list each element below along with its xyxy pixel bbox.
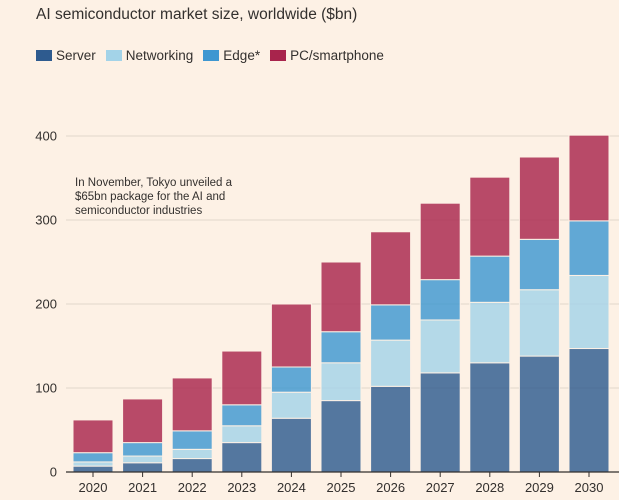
bar-pc-smartphone-2022: [171, 377, 213, 432]
bar-edge-2023: [221, 404, 263, 427]
bar-networking-2028: [469, 301, 511, 364]
bar-networking-2030: [568, 274, 610, 350]
x-tick-label-2022: 2022: [178, 480, 207, 495]
x-tick-label-2021: 2021: [128, 480, 157, 495]
bar-networking-2026: [370, 339, 412, 387]
x-tick-label-2024: 2024: [277, 480, 306, 495]
bar-server-2026: [370, 385, 412, 473]
bar-server-2027: [419, 372, 461, 473]
legend-swatch-server: [36, 50, 52, 61]
y-axis-ticks: 0 100 200 300 400: [35, 129, 57, 480]
x-axis-ticks: 2020 2021 2022 2023 2024 2025 2026 2027 2028 2029…: [79, 472, 604, 495]
bar-pc-smartphone-2020: [72, 419, 114, 454]
bar-networking-2025: [320, 362, 362, 402]
bar-pc-smartphone-2024: [270, 303, 312, 368]
legend-label-edge: Edge*: [223, 48, 261, 63]
bar-server-2021: [122, 462, 164, 473]
annotation-line-2: $65bn package for the AI and: [75, 191, 225, 203]
annotation: In November, Tokyo unveiled a $65bn packa…: [75, 177, 233, 217]
bar-pc-smartphone-2026: [370, 231, 412, 306]
bar-edge-2029: [518, 238, 560, 291]
x-tick-label-2028: 2028: [475, 480, 504, 495]
bar-networking-2022: [171, 448, 213, 460]
x-tick-label-2026: 2026: [376, 480, 405, 495]
bar-server-2022: [171, 458, 213, 473]
bar-edge-2026: [370, 304, 412, 341]
legend-item-server: Server: [36, 48, 96, 63]
bar-networking-2021: [122, 455, 164, 464]
bars: [72, 134, 610, 473]
legend-label-server: Server: [56, 48, 96, 63]
x-tick-label-2025: 2025: [327, 480, 356, 495]
legend-swatch-pc-smartphone: [270, 50, 287, 61]
bar-server-2025: [320, 400, 362, 473]
bar-server-2030: [568, 348, 610, 473]
legend-label-pc-smartphone: PC/smartphone: [290, 48, 384, 63]
y-tick-label-300: 300: [35, 213, 57, 228]
x-tick-label-2027: 2027: [426, 480, 455, 495]
y-tick-label-100: 100: [35, 381, 57, 396]
bar-server-2020: [72, 465, 114, 473]
x-tick-label-2029: 2029: [525, 480, 554, 495]
bar-networking-2029: [518, 289, 560, 357]
annotation-line-1: In November, Tokyo unveiled a: [75, 177, 233, 189]
bar-networking-2024: [270, 391, 312, 419]
bar-pc-smartphone-2030: [568, 134, 610, 222]
bar-edge-2024: [270, 366, 312, 393]
legend-item-networking: Networking: [105, 48, 194, 63]
bar-edge-2028: [469, 255, 511, 303]
bar-edge-2027: [419, 279, 461, 321]
legend-item-edge: Edge*: [203, 48, 260, 63]
legend-item-pc-smartphone: PC/smartphone: [270, 48, 384, 63]
bar-pc-smartphone-2028: [469, 176, 511, 257]
bar-edge-2022: [171, 430, 213, 450]
bar-networking-2020: [72, 461, 114, 467]
chart-title: AI semiconductor market size, worldwide …: [36, 6, 358, 23]
bar-pc-smartphone-2027: [419, 202, 461, 281]
bar-pc-smartphone-2029: [518, 156, 560, 240]
bar-networking-2023: [221, 425, 263, 444]
bar-server-2029: [518, 355, 560, 473]
bar-server-2024: [270, 417, 312, 473]
annotation-line-3: semiconductor industries: [75, 205, 202, 217]
x-tick-label-2020: 2020: [79, 480, 108, 495]
bar-server-2028: [469, 362, 511, 473]
y-tick-label-200: 200: [35, 297, 57, 312]
x-tick-label-2030: 2030: [575, 480, 604, 495]
bar-edge-2025: [320, 331, 362, 364]
legend-swatch-edge: [203, 50, 220, 61]
legend-label-networking: Networking: [125, 48, 194, 63]
legend-swatch-networking: [105, 50, 122, 61]
y-tick-label-0: 0: [50, 465, 57, 480]
x-tick-label-2023: 2023: [227, 480, 256, 495]
bar-edge-2021: [122, 442, 164, 457]
bar-networking-2027: [419, 319, 461, 374]
bar-pc-smartphone-2021: [122, 398, 164, 444]
legend: Server Networking Edge* PC/smartphone: [36, 48, 394, 63]
bar-server-2023: [221, 442, 263, 473]
bar-edge-2020: [72, 452, 114, 463]
y-tick-label-400: 400: [35, 129, 57, 144]
bar-edge-2030: [568, 220, 610, 276]
bar-pc-smartphone-2023: [221, 350, 263, 406]
bar-pc-smartphone-2025: [320, 261, 362, 333]
